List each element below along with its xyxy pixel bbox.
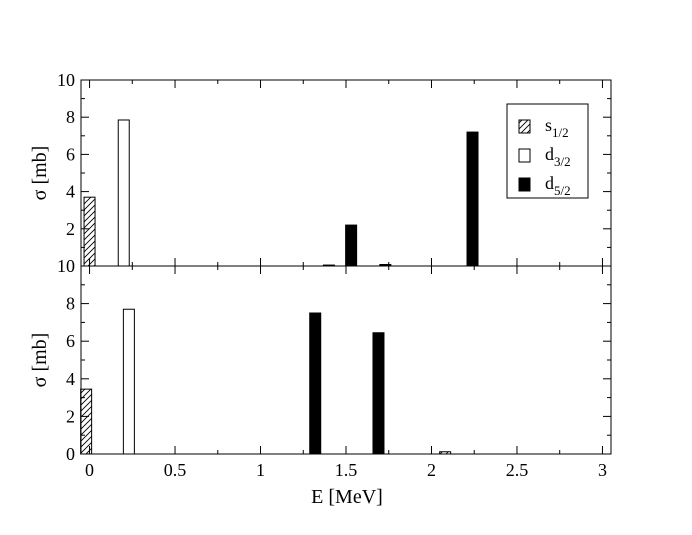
y-axis-label: σ [mb] — [29, 333, 51, 388]
y-tick-label: 10 — [57, 70, 75, 90]
x-tick-label: 2.5 — [506, 460, 529, 480]
bar-s12 — [80, 388, 93, 455]
y-tick-label: 4 — [66, 182, 75, 202]
x-tick-label: 1 — [256, 460, 265, 480]
bar-d32 — [117, 119, 130, 267]
bar-d52 — [309, 312, 322, 455]
y-tick-label: 6 — [66, 144, 75, 164]
plot-frame — [80, 265, 612, 455]
legend-swatch-s12 — [518, 119, 531, 134]
y-tick-label: 2 — [66, 219, 75, 239]
y-axis-label: σ [mb] — [29, 146, 51, 201]
x-tick-label: 0.5 — [164, 460, 187, 480]
y-tick-label: 0 — [66, 444, 75, 464]
y-tick-label: 2 — [66, 406, 75, 426]
y-tick-label: 8 — [66, 294, 75, 314]
y-tick-label: 8 — [66, 107, 75, 127]
legend-swatch-d52 — [518, 177, 531, 192]
x-axis-label: E [MeV] — [311, 486, 383, 508]
bar-s12 — [83, 196, 96, 267]
x-tick-label: 2 — [427, 460, 436, 480]
bar-d32 — [122, 308, 135, 455]
y-tick-label: 4 — [66, 369, 75, 389]
bar-d52 — [466, 131, 479, 267]
legend-swatch-d32 — [518, 148, 531, 163]
bottom-panel: 0 2 4 6 8 0 0.5 1 1.5 2 2.5 3 σ [mb] — [29, 265, 612, 480]
bar-d52 — [372, 332, 385, 455]
y-tick-label: 10 — [57, 256, 75, 276]
bar-s12 — [439, 451, 452, 455]
bar-d52 — [345, 224, 358, 267]
x-tick-label: 0 — [85, 460, 94, 480]
x-tick-label: 1.5 — [335, 460, 358, 480]
y-tick-label: 6 — [66, 331, 75, 351]
x-tick-label: 3 — [598, 460, 607, 480]
